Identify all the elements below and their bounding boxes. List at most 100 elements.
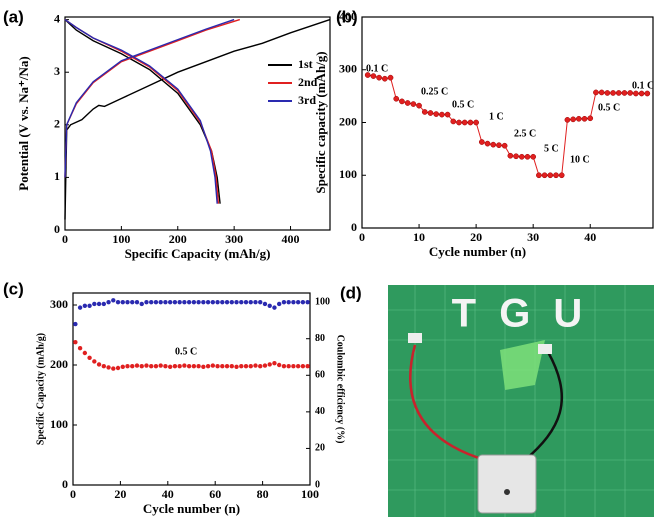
x-tick-label: 40 <box>162 487 174 501</box>
data-point <box>96 301 102 307</box>
panel-label: (a) <box>3 7 24 26</box>
x-tick-label: 40 <box>584 230 596 244</box>
data-point <box>210 363 216 368</box>
y-tick-label: 100 <box>339 167 357 181</box>
data-point <box>501 142 508 149</box>
data-point <box>134 363 140 368</box>
data-point <box>144 363 149 368</box>
data-point <box>496 142 502 149</box>
y-tick-label: 2 <box>54 117 60 131</box>
panel-label: (c) <box>3 279 24 298</box>
data-point <box>205 364 211 369</box>
y2-tick-label: 80 <box>315 333 325 344</box>
clip <box>408 333 422 343</box>
data-point <box>111 298 116 303</box>
data-point <box>248 299 253 305</box>
data-point <box>570 116 576 123</box>
annotation: 2.5 C <box>514 128 536 139</box>
annotation: 0.25 C <box>421 86 448 97</box>
data-point <box>120 364 125 369</box>
data-point <box>163 299 168 305</box>
data-point <box>215 364 220 369</box>
x-tick-label: 400 <box>282 232 300 246</box>
x-axis-label: Specific Capacity (mAh/g) <box>125 246 271 261</box>
data-point <box>305 364 310 369</box>
data-point <box>149 299 154 305</box>
data-point <box>300 364 306 369</box>
data-point <box>276 362 282 368</box>
data-point <box>524 153 531 160</box>
y2-tick-label: 100 <box>315 296 330 307</box>
data-point <box>77 305 83 310</box>
data-point <box>587 115 594 122</box>
data-point <box>370 73 377 79</box>
legend-label: 3rd <box>298 93 316 107</box>
data-point <box>224 299 230 305</box>
data-point <box>134 299 140 305</box>
data-point <box>291 299 296 305</box>
data-point <box>364 72 371 78</box>
data-point <box>541 172 548 179</box>
data-point <box>186 364 192 369</box>
data-point <box>627 90 634 96</box>
data-point <box>262 363 268 368</box>
annotation: 0.1 C <box>366 63 388 74</box>
x-axis-label: Cycle number (n) <box>143 501 240 516</box>
series-line <box>367 74 648 176</box>
data-point <box>633 90 639 97</box>
data-point <box>450 118 457 125</box>
data-point <box>291 364 296 369</box>
data-point <box>547 172 554 179</box>
data-point <box>581 115 588 122</box>
data-point <box>410 101 417 107</box>
legend-label: 2nd <box>298 75 318 89</box>
y-tick-label: 400 <box>339 9 357 23</box>
data-point <box>262 301 268 307</box>
data-point <box>120 299 125 305</box>
data-point <box>182 363 187 368</box>
data-point <box>239 299 244 305</box>
annotation: 0.5 C <box>452 99 474 110</box>
data-point <box>191 364 197 369</box>
data-point <box>82 350 88 356</box>
data-point <box>473 119 479 126</box>
data-point <box>101 364 107 369</box>
data-point <box>258 299 263 305</box>
data-point <box>139 364 144 369</box>
series-line <box>64 18 235 204</box>
x-tick-label: 100 <box>112 232 130 246</box>
data-point <box>248 364 253 369</box>
data-point <box>144 299 149 305</box>
data-point <box>182 299 187 305</box>
x-axis-label: Cycle number (n) <box>429 244 526 259</box>
plot-frame <box>64 16 331 231</box>
data-point <box>444 111 451 118</box>
x-tick-label: 10 <box>413 230 425 244</box>
annotation: 0.5 C <box>175 346 197 357</box>
x-tick-label: 0 <box>62 232 68 246</box>
data-point <box>191 299 197 305</box>
data-point <box>172 364 178 369</box>
x-tick-label: 20 <box>114 487 126 501</box>
y-tick-label: 300 <box>339 62 357 76</box>
data-point <box>87 303 92 308</box>
photo-panel: T G U (d) <box>340 283 654 517</box>
data-point <box>243 299 249 305</box>
data-point <box>111 366 116 371</box>
data-point <box>393 95 400 102</box>
data-point <box>243 364 249 369</box>
data-point <box>167 299 173 305</box>
data-point <box>229 364 234 369</box>
data-point <box>439 111 445 118</box>
data-point <box>106 299 111 305</box>
data-point <box>300 299 306 305</box>
data-point <box>220 364 225 369</box>
data-point <box>77 346 83 351</box>
data-point <box>177 364 182 369</box>
data-point <box>196 364 201 369</box>
data-point <box>518 153 525 160</box>
data-point <box>286 364 291 369</box>
y2-tick-label: 0 <box>315 479 320 490</box>
device <box>477 454 537 514</box>
data-point <box>106 365 111 370</box>
